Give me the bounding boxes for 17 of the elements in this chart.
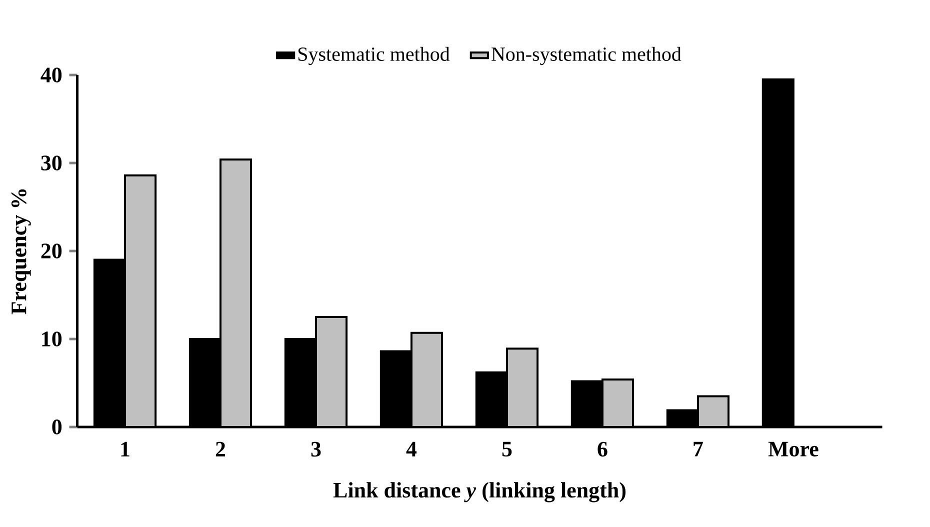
- y-tick-label: 20: [41, 244, 62, 258]
- x-tick-label: 7: [694, 442, 703, 456]
- x-axis-title: Link distance y (linking length): [333, 482, 626, 502]
- x-tick-label: 1: [121, 442, 130, 456]
- x-tick-label: 4: [406, 442, 417, 456]
- x-tick-label: More: [768, 442, 818, 456]
- legend-label: Systematic method: [298, 46, 450, 66]
- x-tick-label: 3: [311, 442, 321, 457]
- x-tick-label: 6: [598, 442, 608, 457]
- x-tick-label: 2: [216, 442, 226, 456]
- y-tick-label: 30: [41, 156, 62, 170]
- y-tick-label: 0: [52, 420, 62, 434]
- legend-label: Non-systematic method: [492, 46, 682, 66]
- x-tick-label: 5: [502, 442, 512, 456]
- y-tick-label: 10: [42, 332, 62, 346]
- y-tick-label: 40: [40, 68, 62, 82]
- y-axis-title: Frequency %: [11, 189, 31, 314]
